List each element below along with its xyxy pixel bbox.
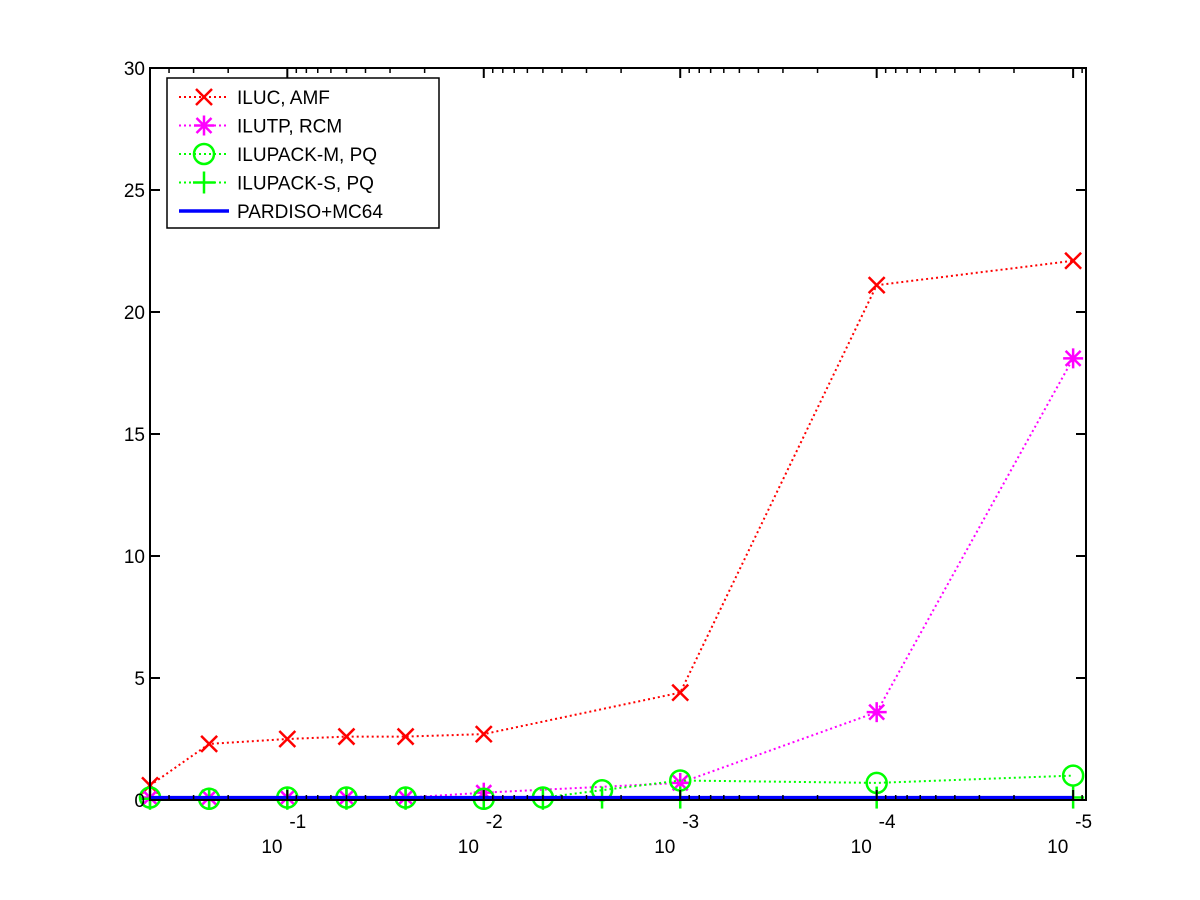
x-tick-base-3: 10 <box>851 837 872 858</box>
data-point-1-7 <box>671 683 690 702</box>
data-point-3-11 <box>1061 764 1085 787</box>
data-layer <box>138 251 1085 811</box>
y-tick-label-3: 15 <box>124 425 145 446</box>
y-tick-label-0: 0 <box>134 791 145 812</box>
data-point-1-3 <box>278 730 297 748</box>
data-point-2-8 <box>866 702 887 723</box>
legend-marker-3 <box>192 142 216 166</box>
x-tick-base-4: 10 <box>1047 837 1068 858</box>
data-point-2-9 <box>1063 348 1084 369</box>
data-point-1-5 <box>396 727 415 746</box>
legend: ILUC, AMF ILUTP, RCM ILUPACK-M, PQ ILUPACK-… <box>166 77 440 229</box>
legend-label-4: ILUPACK-S, PQ <box>237 174 374 195</box>
legend-label-2: ILUTP, RCM <box>237 117 342 138</box>
series-1 <box>141 251 1083 795</box>
legend-label-5: PARDISO+MC64 <box>237 202 383 223</box>
y-tick-label-6: 30 <box>124 59 145 80</box>
series-line-1 <box>149 259 1074 787</box>
axes-layer: 0 5 10 15 20 25 30 10 -1 10 -2 10 -3 10 -4 10 -5 <box>124 59 1092 858</box>
legend-entry-3: ILUPACK-M, PQ <box>179 142 377 166</box>
x-tick-exp-2: -3 <box>682 812 699 833</box>
x-tick-base-2: 10 <box>654 837 675 858</box>
legend-label-1: ILUC, AMF <box>237 88 330 109</box>
data-point-1-4 <box>337 727 356 746</box>
y-tick-label-2: 10 <box>124 547 145 568</box>
legend-entry-5: PARDISO+MC64 <box>179 202 383 223</box>
series-line-2 <box>150 357 1074 799</box>
y-tick-label-1: 5 <box>134 669 145 690</box>
x-tick-exp-4: -5 <box>1075 812 1092 833</box>
legend-entry-2: ILUTP, RCM <box>179 115 342 138</box>
x-tick-base-0: 10 <box>261 837 282 858</box>
legend-marker-1 <box>195 88 213 106</box>
data-point-1-2 <box>200 734 219 753</box>
x-tick-base-1: 10 <box>458 837 479 858</box>
data-point-1-9 <box>1064 251 1083 270</box>
legend-entry-4: ILUPACK-S, PQ <box>179 171 374 195</box>
y-tick-label-5: 25 <box>124 181 145 202</box>
data-point-1-6 <box>474 725 493 744</box>
x-tick-exp-3: -4 <box>879 812 896 833</box>
x-tick-exp-0: -1 <box>289 812 306 833</box>
legend-marker-2 <box>194 115 214 136</box>
x-tick-exp-1: -2 <box>486 812 503 833</box>
legend-box <box>166 77 440 229</box>
series-2 <box>140 348 1084 808</box>
legend-marker-4 <box>193 171 215 194</box>
data-point-1-8 <box>867 276 886 295</box>
legend-entry-1: ILUC, AMF <box>179 88 330 109</box>
y-tick-label-4: 20 <box>124 303 145 324</box>
legend-label-3: ILUPACK-M, PQ <box>237 145 377 166</box>
